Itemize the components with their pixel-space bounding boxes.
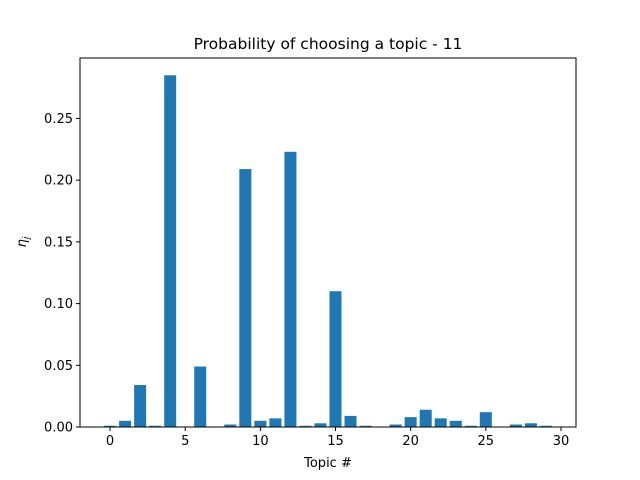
y-tick-label: 0.05 bbox=[44, 359, 73, 374]
bars-group bbox=[104, 75, 552, 428]
x-tick-label: 20 bbox=[402, 434, 419, 449]
bar-topic-22 bbox=[434, 418, 447, 427]
bar-topic-10 bbox=[254, 420, 267, 427]
bar-topic-16 bbox=[344, 415, 357, 427]
bar-topic-19 bbox=[389, 424, 402, 427]
bar-topic-27 bbox=[509, 424, 522, 427]
x-tick-label: 5 bbox=[181, 434, 189, 449]
bar-topic-9 bbox=[239, 169, 252, 427]
bar-topic-12 bbox=[284, 151, 297, 428]
chart-title: Probability of choosing a topic - 11 bbox=[194, 35, 463, 53]
y-axis-ticks: 0.00 0.05 0.10 0.15 0.20 0.25 bbox=[44, 112, 80, 436]
x-tick-label: 25 bbox=[478, 434, 495, 449]
y-tick-label: 0.15 bbox=[44, 235, 73, 250]
bar-topic-28 bbox=[524, 423, 537, 427]
bar-topic-1 bbox=[119, 420, 132, 427]
bar-topic-8 bbox=[224, 424, 237, 427]
x-axis-ticks: 0 5 10 15 20 25 30 bbox=[106, 427, 569, 449]
bar-topic-0 bbox=[104, 425, 117, 427]
y-tick-label: 0.00 bbox=[44, 421, 73, 436]
y-tick-label: 0.20 bbox=[44, 174, 73, 189]
plot-frame bbox=[79, 57, 577, 428]
bar-topic-23 bbox=[449, 420, 462, 427]
y-axis-label: ηj bbox=[15, 236, 32, 247]
bar-topic-17 bbox=[359, 425, 372, 427]
bar-topic-4 bbox=[164, 75, 177, 427]
y-tick-label: 0.25 bbox=[44, 112, 73, 127]
bar-topic-2 bbox=[134, 385, 147, 427]
bar-topic-15 bbox=[329, 291, 342, 427]
y-axis-label-main: η bbox=[15, 239, 30, 247]
bar-topic-11 bbox=[269, 418, 282, 427]
x-tick-label: 0 bbox=[106, 434, 114, 449]
bar-topic-6 bbox=[194, 366, 207, 427]
x-axis-label: Topic # bbox=[303, 456, 352, 471]
x-tick-label: 10 bbox=[252, 434, 269, 449]
x-tick-label: 15 bbox=[327, 434, 344, 449]
bar-topic-24 bbox=[464, 425, 477, 427]
bar-topic-29 bbox=[539, 425, 552, 427]
bar-topic-25 bbox=[479, 412, 492, 427]
y-tick-label: 0.10 bbox=[44, 297, 73, 312]
bar-topic-21 bbox=[419, 409, 432, 427]
bar-topic-20 bbox=[404, 417, 417, 427]
x-tick-label: 30 bbox=[553, 434, 570, 449]
bar-topic-13 bbox=[299, 425, 312, 427]
bar-topic-3 bbox=[149, 425, 162, 427]
y-axis-label-sub: j bbox=[22, 236, 32, 241]
bar-topic-14 bbox=[314, 423, 327, 427]
